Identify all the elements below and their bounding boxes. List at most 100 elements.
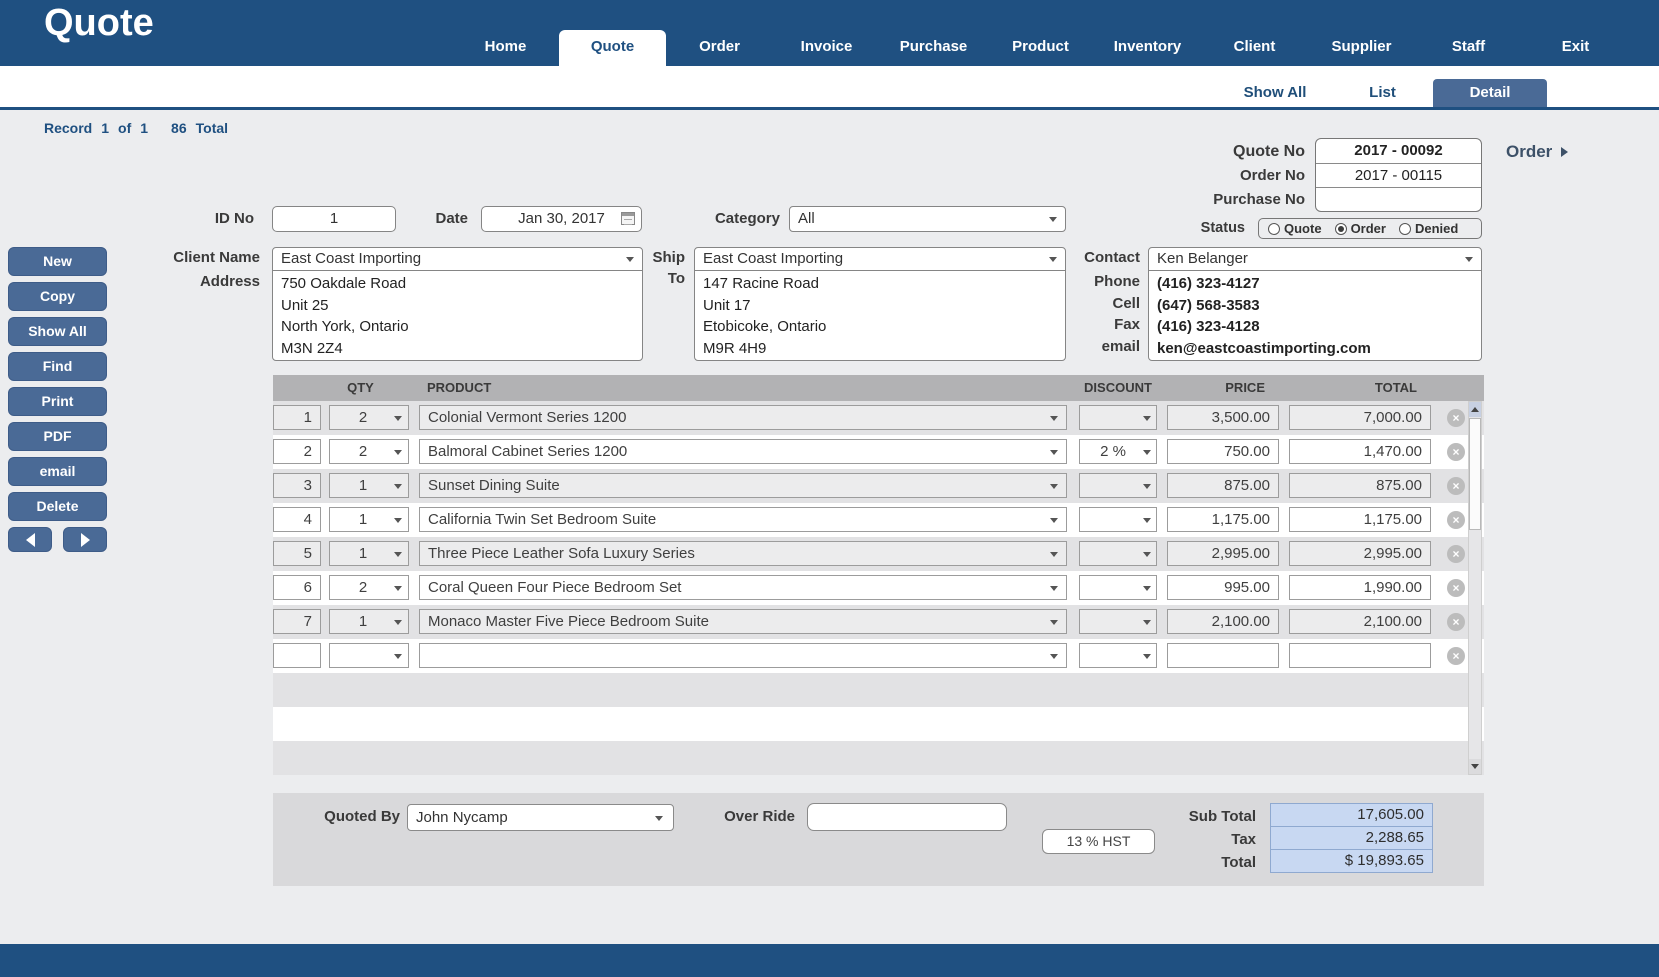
product-dropdown[interactable]: Balmoral Cabinet Series 1200 bbox=[419, 439, 1067, 464]
discount-dropdown[interactable] bbox=[1079, 575, 1157, 600]
product-dropdown[interactable]: Three Piece Leather Sofa Luxury Series bbox=[419, 541, 1067, 566]
delete-row-button[interactable]: × bbox=[1443, 477, 1469, 495]
nav-tab-exit[interactable]: Exit bbox=[1561, 38, 1590, 55]
delete-row-button[interactable]: × bbox=[1443, 613, 1469, 631]
discount-dropdown[interactable] bbox=[1079, 405, 1157, 430]
qty-field[interactable]: 2 bbox=[329, 405, 409, 430]
discount-dropdown[interactable] bbox=[1079, 609, 1157, 634]
nav-tab-order[interactable]: Order bbox=[699, 38, 740, 55]
price-field[interactable]: 3,500.00 bbox=[1167, 405, 1279, 430]
discount-dropdown[interactable] bbox=[1079, 643, 1157, 668]
quote-no-field[interactable]: 2017 - 00092 bbox=[1354, 142, 1443, 159]
delete-button[interactable]: Delete bbox=[8, 492, 107, 521]
delete-row-button[interactable]: × bbox=[1443, 579, 1469, 597]
discount-dropdown[interactable]: 2 % bbox=[1079, 439, 1157, 464]
client-address-field[interactable]: 750 Oakdale Road Unit 25 North York, Ont… bbox=[272, 270, 643, 361]
delete-row-button[interactable]: × bbox=[1443, 511, 1469, 529]
purchase-no-field[interactable] bbox=[1316, 187, 1481, 211]
view-detail-button[interactable]: Detail bbox=[1433, 79, 1547, 107]
qty-field[interactable]: 1 bbox=[329, 541, 409, 566]
nav-tab-quote[interactable]: Quote bbox=[559, 30, 666, 66]
show-all-button[interactable]: Show All bbox=[8, 317, 107, 346]
product-dropdown[interactable]: Monaco Master Five Piece Bedroom Suite bbox=[419, 609, 1067, 634]
product-dropdown[interactable] bbox=[419, 643, 1067, 668]
view-list-button[interactable]: List bbox=[1369, 84, 1396, 101]
nav-tab-product[interactable]: Product bbox=[1012, 38, 1069, 55]
status-radio-denied[interactable]: Denied bbox=[1398, 221, 1458, 236]
line-items-table: QTY PRODUCT DISCOUNT PRICE TOTAL 1 2 Col… bbox=[273, 375, 1484, 775]
purchase-no-label: Purchase No bbox=[1213, 191, 1305, 208]
scroll-up-button[interactable] bbox=[1469, 402, 1481, 417]
qty-field[interactable]: 1 bbox=[329, 473, 409, 498]
ship-to-address-field[interactable]: 147 Racine Road Unit 17 Etobicoke, Ontar… bbox=[694, 270, 1066, 361]
discount-dropdown[interactable] bbox=[1079, 473, 1157, 498]
scrollbar-thumb[interactable] bbox=[1469, 418, 1481, 530]
calendar-icon[interactable] bbox=[621, 212, 635, 225]
nav-tab-purchase[interactable]: Purchase bbox=[899, 38, 968, 55]
total-header: TOTAL bbox=[1374, 380, 1417, 395]
price-field[interactable] bbox=[1167, 643, 1279, 668]
status-radio-order[interactable]: Order bbox=[1334, 221, 1386, 236]
ship-to-dropdown[interactable]: East Coast Importing bbox=[694, 247, 1066, 271]
price-field[interactable]: 1,175.00 bbox=[1167, 507, 1279, 532]
contact-info-field[interactable]: (416) 323-4127 (647) 568-3583 (416) 323-… bbox=[1148, 270, 1482, 361]
id-no-field[interactable]: 1 bbox=[272, 206, 396, 232]
qty-field[interactable] bbox=[329, 643, 409, 668]
price-field[interactable]: 2,995.00 bbox=[1167, 541, 1279, 566]
delete-row-button[interactable]: × bbox=[1443, 647, 1469, 665]
delete-row-button[interactable]: × bbox=[1443, 545, 1469, 563]
view-show-all-button[interactable]: Show All bbox=[1243, 84, 1307, 101]
product-dropdown[interactable]: Coral Queen Four Piece Bedroom Set bbox=[419, 575, 1067, 600]
qty-field[interactable]: 2 bbox=[329, 439, 409, 464]
qty-value: 1 bbox=[358, 545, 368, 562]
override-input[interactable] bbox=[807, 803, 1007, 831]
client-name-dropdown[interactable]: East Coast Importing bbox=[272, 247, 643, 271]
price-field[interactable]: 875.00 bbox=[1167, 473, 1279, 498]
nav-tab-client[interactable]: Client bbox=[1233, 38, 1276, 55]
chevron-down-icon bbox=[1143, 415, 1151, 421]
table-scrollbar[interactable] bbox=[1468, 401, 1482, 775]
chevron-down-icon bbox=[394, 483, 402, 489]
qty-field[interactable]: 1 bbox=[329, 507, 409, 532]
subtotal-label: Sub Total bbox=[1188, 808, 1256, 825]
total-field: 2,100.00 bbox=[1289, 609, 1431, 634]
delete-icon: × bbox=[1447, 409, 1465, 427]
price-field[interactable]: 750.00 bbox=[1167, 439, 1279, 464]
product-dropdown[interactable]: California Twin Set Bedroom Suite bbox=[419, 507, 1067, 532]
quoted-by-dropdown[interactable]: John Nycamp bbox=[407, 804, 674, 831]
status-radio-quote[interactable]: Quote bbox=[1268, 221, 1322, 236]
row-number: 6 bbox=[273, 575, 321, 600]
print-button[interactable]: Print bbox=[8, 387, 107, 416]
nav-tab-home[interactable]: Home bbox=[484, 38, 527, 55]
price-field[interactable]: 2,100.00 bbox=[1167, 609, 1279, 634]
go-to-order-button[interactable]: Order bbox=[1506, 142, 1569, 162]
qty-field[interactable]: 2 bbox=[329, 575, 409, 600]
pdf-button[interactable]: PDF bbox=[8, 422, 107, 451]
qty-field[interactable]: 1 bbox=[329, 609, 409, 634]
scroll-down-button[interactable] bbox=[1469, 759, 1481, 774]
discount-dropdown[interactable] bbox=[1079, 507, 1157, 532]
tax-rate-field[interactable]: 13 % HST bbox=[1042, 829, 1155, 854]
category-dropdown[interactable]: All bbox=[789, 206, 1066, 232]
nav-tab-supplier[interactable]: Supplier bbox=[1331, 38, 1392, 55]
product-dropdown[interactable]: Sunset Dining Suite bbox=[419, 473, 1067, 498]
product-dropdown[interactable]: Colonial Vermont Series 1200 bbox=[419, 405, 1067, 430]
copy-button[interactable]: Copy bbox=[8, 282, 107, 311]
nav-tab-staff[interactable]: Staff bbox=[1451, 38, 1486, 55]
new-button[interactable]: New bbox=[8, 247, 107, 276]
discount-dropdown[interactable] bbox=[1079, 541, 1157, 566]
previous-record-button[interactable] bbox=[8, 527, 52, 552]
email-button[interactable]: email bbox=[8, 457, 107, 486]
contact-dropdown[interactable]: Ken Belanger bbox=[1148, 247, 1482, 271]
price-field[interactable]: 995.00 bbox=[1167, 575, 1279, 600]
nav-tab-inventory[interactable]: Inventory bbox=[1113, 38, 1182, 55]
order-no-field[interactable]: 2017 - 00115 bbox=[1316, 163, 1481, 187]
nav-tab-invoice[interactable]: Invoice bbox=[800, 38, 853, 55]
discount-header: DISCOUNT bbox=[1084, 380, 1152, 395]
delete-row-button[interactable]: × bbox=[1443, 409, 1469, 427]
delete-row-button[interactable]: × bbox=[1443, 443, 1469, 461]
find-button[interactable]: Find bbox=[8, 352, 107, 381]
date-field[interactable]: Jan 30, 2017 bbox=[481, 206, 642, 232]
next-record-button[interactable] bbox=[63, 527, 107, 552]
category-label: Category bbox=[714, 210, 780, 227]
